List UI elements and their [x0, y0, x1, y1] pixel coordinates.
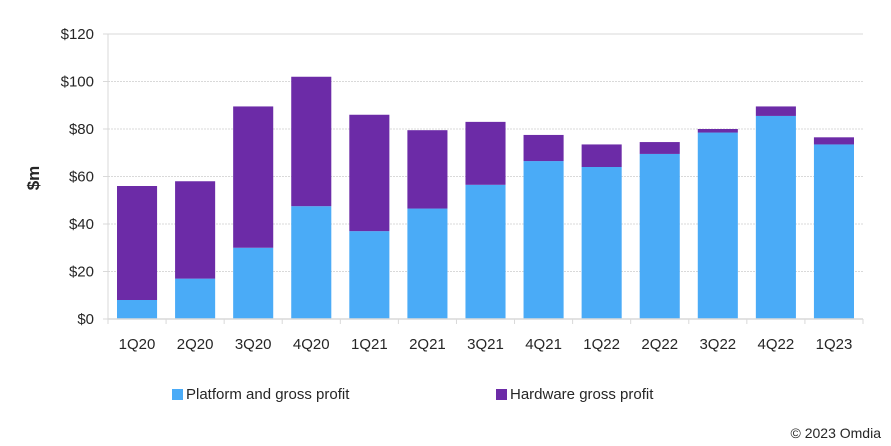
x-tick-label: 2Q22	[641, 336, 678, 353]
x-tick-label: 1Q23	[816, 336, 853, 353]
legend-swatch-platform	[172, 389, 183, 400]
legend-label-hardware: Hardware gross profit	[510, 386, 654, 403]
bar-hardware-3q21	[465, 121, 506, 185]
bar-hardware-1q21	[349, 114, 390, 232]
x-tick-label: 3Q21	[467, 336, 504, 353]
bar-hardware-3q20	[233, 106, 274, 248]
x-tick-label: 1Q21	[351, 336, 388, 353]
bar-hardware-2q22	[639, 142, 680, 154]
bars	[117, 76, 854, 319]
y-tick-label: $20	[69, 264, 94, 281]
bar-hardware-4q20	[291, 76, 332, 207]
bar-platform-1q22	[581, 167, 622, 319]
stacked-bar-chart: $0$20$40$60$80$100$120 1Q20 2Q20 3Q20 4Q20 1…	[24, 26, 864, 353]
bar-platform-3q20	[233, 247, 274, 319]
bar-hardware-1q22	[581, 144, 622, 167]
bar-platform-2q22	[639, 153, 680, 319]
bar-platform-1q21	[349, 231, 390, 319]
y-axis-title: $m	[24, 166, 43, 191]
x-tick-label: 3Q20	[235, 336, 272, 353]
bar-hardware-1q23	[813, 137, 854, 145]
axes	[103, 33, 864, 324]
bar-hardware-4q21	[523, 134, 564, 162]
legend-swatch-hardware	[496, 389, 507, 400]
x-tick-label: 4Q21	[525, 336, 562, 353]
bar-platform-2q20	[175, 278, 216, 319]
x-tick-label: 3Q22	[699, 336, 736, 353]
bar-platform-3q22	[697, 132, 738, 319]
x-tick-label: 2Q21	[409, 336, 446, 353]
bar-hardware-3q22	[697, 129, 738, 133]
y-tick-label: $40	[69, 216, 94, 233]
y-axis-tick-labels: $0 $20 $40 $60 $80 $100 $120	[61, 26, 94, 328]
x-tick-label: 1Q22	[583, 336, 620, 353]
legend-item-platform: Platform and gross profit	[172, 386, 349, 403]
y-tick-label: $60	[69, 169, 94, 186]
x-tick-label: 4Q22	[758, 336, 795, 353]
bar-platform-4q20	[291, 206, 332, 319]
y-tick-label: $0	[77, 311, 94, 328]
y-tick-label: $100	[61, 74, 94, 91]
y-tick-label: $120	[61, 26, 94, 43]
bar-platform-1q20	[117, 300, 158, 319]
copyright-footer: © 2023 Omdia	[790, 425, 881, 441]
legend-item-hardware: Hardware gross profit	[496, 386, 653, 403]
x-tick-label: 2Q20	[177, 336, 214, 353]
bar-hardware-2q20	[175, 181, 216, 279]
x-tick-label: 1Q20	[119, 336, 156, 353]
bar-platform-3q21	[465, 184, 506, 319]
legend-label-platform: Platform and gross profit	[186, 386, 350, 403]
x-tick-label: 4Q20	[293, 336, 330, 353]
gridlines	[108, 33, 863, 272]
y-tick-label: $80	[69, 121, 94, 138]
bar-hardware-4q22	[755, 106, 796, 116]
bar-platform-1q23	[813, 144, 854, 319]
bar-hardware-2q21	[407, 130, 448, 209]
bar-platform-4q21	[523, 161, 564, 319]
bar-platform-2q21	[407, 208, 448, 319]
bar-hardware-1q20	[117, 186, 158, 300]
bar-platform-4q22	[755, 115, 796, 319]
x-axis-tick-labels: 1Q20 2Q20 3Q20 4Q20 1Q21 2Q21 3Q21 4Q21 1Q22 2Q22…	[119, 336, 853, 353]
